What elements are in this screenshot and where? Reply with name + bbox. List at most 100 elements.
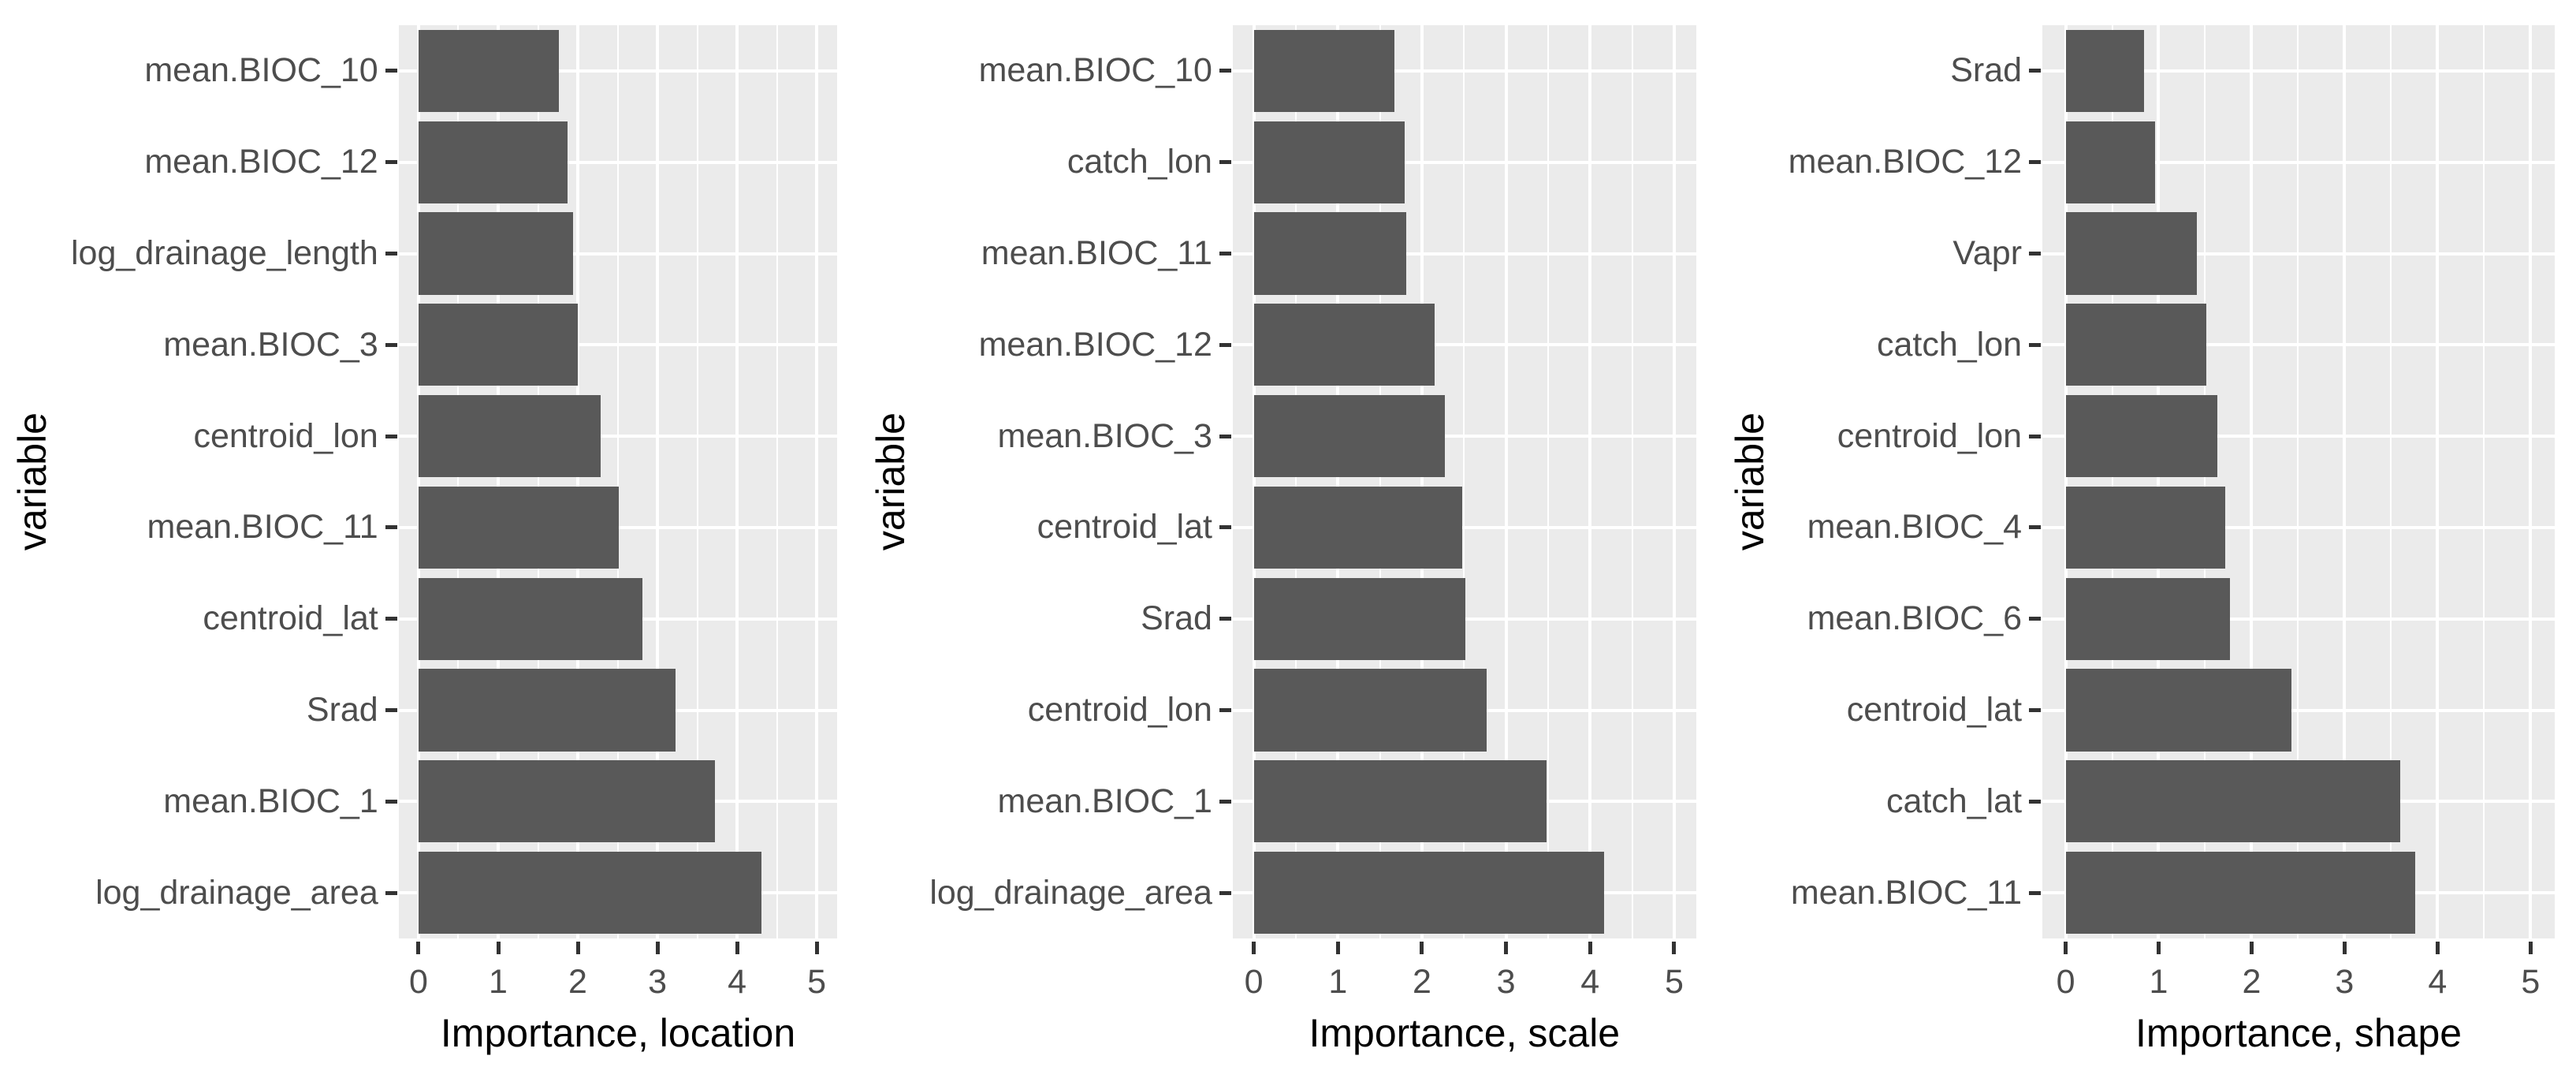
x-tick-mark [655, 942, 660, 954]
gridline-major-vertical [2157, 25, 2161, 938]
y-tick-label: mean.BIOC_1 [997, 782, 1212, 820]
bar [1253, 304, 1435, 386]
x-tick-label: 0 [1244, 963, 1264, 1001]
gridline-minor-vertical [2204, 25, 2206, 938]
gridline-major-horizontal [398, 69, 838, 73]
gridline-minor-vertical [1379, 25, 1381, 938]
gridline-minor-vertical [2111, 25, 2113, 938]
y-tick-label: centroid_lon [193, 416, 378, 455]
bar [2065, 121, 2155, 203]
y-tick-label: centroid_lat [1037, 508, 1212, 547]
x-tick-mark [1420, 942, 1424, 954]
gridline-minor-vertical [616, 25, 619, 938]
bar [2065, 486, 2226, 569]
y-tick-mark [2029, 890, 2042, 895]
y-tick-label: Srad [306, 690, 378, 729]
gridline-major-horizontal [2042, 69, 2555, 73]
y-tick-row: centroid_lon [1778, 390, 2042, 482]
x-tick-mark [2064, 942, 2068, 954]
x-tick-label: 1 [489, 963, 508, 1001]
y-tick-label: mean.BIOC_3 [997, 416, 1212, 455]
y-tick-label: mean.BIOC_4 [1807, 508, 2023, 547]
bar [2065, 29, 2144, 112]
y-tick-mark [1219, 160, 1231, 165]
y-tick-row: Vapr [1778, 208, 2042, 300]
y-tick-label: Srad [1950, 51, 2023, 90]
gridline-minor-vertical [2390, 25, 2392, 938]
y-tick-label: mean.BIOC_10 [978, 51, 1212, 90]
y-tick-label: mean.BIOC_11 [981, 233, 1212, 272]
y-tick-mark [2029, 342, 2042, 347]
bar [418, 486, 619, 569]
gridline-major-vertical [416, 25, 420, 938]
y-axis-scale: variable mean.BIOC_10 catch_lon mean.BIOC_… [863, 25, 1233, 938]
bar [2065, 394, 2217, 478]
y-tick-label: log_drainage_area [929, 873, 1212, 912]
gridline-major-horizontal [2042, 525, 2555, 529]
plot-panel-location [398, 25, 838, 938]
y-tick-label: centroid_lat [203, 599, 378, 638]
y-tick-label: catch_lon [1876, 325, 2023, 364]
gridline-major-vertical [576, 25, 580, 938]
y-tick-row: log_drainage_area [918, 847, 1233, 938]
x-tick-label: 2 [2242, 963, 2261, 1001]
x-tick-label: 4 [1580, 963, 1600, 1001]
bar [2065, 760, 2401, 843]
gridline-major-horizontal [2042, 708, 2555, 712]
y-tick-label: centroid_lat [1846, 690, 2023, 729]
y-tick-row: catch_lon [918, 117, 1233, 208]
gridline-major-horizontal [398, 343, 838, 347]
x-tick-mark [1504, 942, 1509, 954]
y-tick-label: Srad [1141, 599, 1212, 638]
x-tick-mark [2435, 942, 2440, 954]
y-axis-title: variable [1722, 25, 1778, 938]
y-tick-mark [2029, 69, 2042, 73]
bar [1253, 577, 1466, 660]
y-tick-mark [2029, 251, 2042, 256]
y-tick-label: centroid_lon [1027, 690, 1212, 729]
y-tick-mark [2029, 434, 2042, 438]
y-tick-mark [385, 525, 397, 530]
y-tick-label: catch_lon [1067, 143, 1212, 181]
gridline-major-vertical [2250, 25, 2254, 938]
y-tick-row: centroid_lat [918, 482, 1233, 573]
x-tick-label: 0 [2056, 963, 2075, 1001]
y-tick-label: mean.BIOC_11 [147, 508, 378, 547]
y-tick-label: mean.BIOC_12 [144, 143, 378, 181]
y-tick-mark [385, 799, 397, 804]
x-axis-shape: 0 1 2 3 4 5 [2042, 938, 2555, 1005]
x-tick-label: 3 [648, 963, 667, 1001]
y-tick-label: mean.BIOC_11 [1790, 873, 2023, 912]
y-tick-mark [1219, 799, 1231, 804]
x-tick-label: 1 [1328, 963, 1348, 1001]
y-tick-label: mean.BIOC_3 [163, 325, 378, 364]
gridline-minor-vertical [1547, 25, 1549, 938]
x-tick-label: 5 [1664, 963, 1684, 1001]
y-tick-row: log_drainage_area [60, 847, 399, 938]
y-tick-row: catch_lon [1778, 299, 2042, 390]
bar [1253, 121, 1405, 203]
gridline-major-vertical [1588, 25, 1592, 938]
plot-importance-scale: variable mean.BIOC_10 catch_lon mean.BIOC_… [858, 0, 1717, 1067]
y-tick-mark [1219, 525, 1231, 530]
x-tick-label: 2 [568, 963, 587, 1001]
y-axis-title-text: variable [1727, 412, 1772, 551]
gridline-major-vertical [1672, 25, 1676, 938]
bar [1253, 486, 1463, 569]
bar [2065, 577, 2231, 660]
gridline-major-vertical [656, 25, 660, 938]
x-tick-label: 5 [2521, 963, 2541, 1001]
gridline-major-vertical [815, 25, 819, 938]
gridline-major-horizontal [1232, 435, 1696, 438]
y-tick-label: catch_lat [1885, 782, 2023, 820]
x-tick-label: 4 [728, 963, 747, 1001]
y-tick-mark [385, 707, 397, 712]
gridline-major-horizontal [398, 160, 838, 164]
x-tick-mark [2342, 942, 2347, 954]
y-axis-location: variable mean.BIOC_10 mean.BIOC_12 log_dra… [5, 25, 399, 938]
gridline-major-horizontal [398, 252, 838, 256]
y-tick-row: mean.BIOC_12 [1778, 117, 2042, 208]
gridline-major-horizontal [2042, 160, 2555, 164]
